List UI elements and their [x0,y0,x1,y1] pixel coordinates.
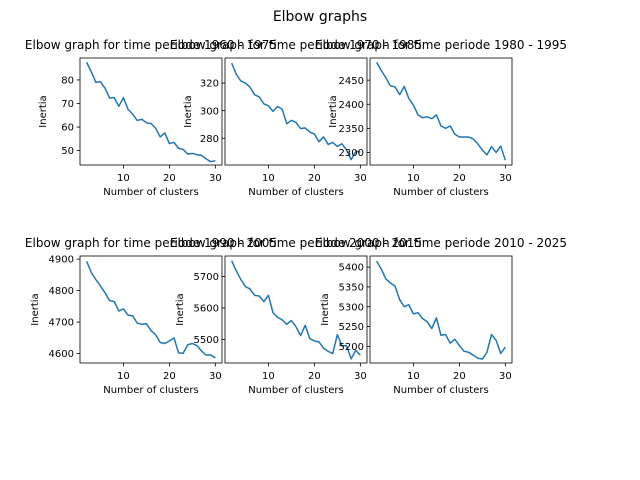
x-axis-label: Number of clusters [393,385,488,396]
axes-frame [369,255,513,364]
y-tick-label: 4600 [49,349,74,360]
y-tick-label: 5350 [339,283,364,294]
subplot-grid: 10 20 30 50 60 70 80 Elbow graph for time perio… [25,38,567,396]
subplot-title: Elbow graph for time periode 2000 - 2015 [170,236,422,250]
y-tick-label: 5200 [339,342,364,353]
x-tick-label: 30 [209,173,222,184]
figure-suptitle: Elbow graphs [273,9,367,25]
y-axis-label: Inertia [183,95,194,127]
y-axis-label: Inertia [175,293,186,325]
y-tick-label: 2300 [339,148,364,159]
axes-frame [224,57,368,166]
y-tick-label: 5300 [339,302,364,313]
y-axis-label: Inertia [320,293,331,325]
y-tick-label: 5250 [339,322,364,333]
subplot-4: 10 20 30 4600 4700 4800 4900 Elbow graph for ti… [25,236,277,396]
subplot-title: Elbow graph for time periode 1980 - 1995 [315,38,567,52]
y-tick-label: 80 [61,76,74,87]
x-tick-label: 10 [117,173,130,184]
x-tick-label: 10 [262,173,275,184]
y-tick-label: 5600 [194,304,219,315]
x-axis-label: Number of clusters [248,385,343,396]
x-tick-label: 10 [117,371,130,382]
y-tick-label: 2450 [339,76,364,87]
x-tick-label: 30 [354,371,367,382]
x-tick-label: 10 [407,371,420,382]
subplot-title: Elbow graph for time periode 1970 - 1985 [170,38,422,52]
y-tick-label: 4800 [49,286,74,297]
axes-frame [79,255,223,364]
x-tick-label: 30 [209,371,222,382]
y-tick-label: 50 [61,146,74,157]
axes-frame [369,57,513,166]
x-tick-label: 30 [499,371,512,382]
x-tick-label: 20 [308,371,321,382]
y-axis-label: Inertia [30,293,41,325]
y-tick-label: 5500 [194,335,219,346]
subplot-2: 10 20 30 280 300 320 Elbow graph for time peri… [170,38,422,198]
subplot-title: Elbow graph for time periode 1960 - 1975 [25,38,277,52]
y-tick-label: 2400 [339,100,364,111]
x-axis-label: Number of clusters [103,187,198,198]
x-tick-label: 20 [163,173,176,184]
x-tick-label: 10 [262,371,275,382]
x-tick-label: 10 [407,173,420,184]
series-line [230,260,361,360]
axes-frame [224,255,368,364]
x-tick-label: 30 [499,173,512,184]
series-line [230,62,361,161]
x-axis-label: Number of clusters [248,187,343,198]
x-tick-label: 20 [163,371,176,382]
subplot-title: Elbow graph for time periode 2010 - 2025 [315,236,567,250]
series-line [376,260,506,360]
y-axis-label: Inertia [38,95,49,127]
series-line [85,61,216,163]
x-axis-label: Number of clusters [103,385,198,396]
series-line [85,261,216,359]
subplot-5: 10 20 30 5500 5600 5700 Elbow graph for time p… [170,236,422,396]
x-tick-label: 30 [354,173,367,184]
subplot-6: 10 20 30 5200 5250 5300 5350 5400 Elbow graph fo… [315,236,567,396]
y-tick-label: 300 [200,106,219,117]
y-tick-label: 4900 [49,255,74,266]
x-axis-label: Number of clusters [393,187,488,198]
y-tick-label: 280 [200,134,219,145]
x-tick-label: 20 [308,173,321,184]
x-tick-label: 20 [453,173,466,184]
y-tick-label: 60 [61,123,74,134]
y-tick-label: 4700 [49,318,74,329]
y-tick-label: 5700 [194,272,219,283]
subplot-1: 10 20 30 50 60 70 80 Elbow graph for time perio… [25,38,277,198]
y-tick-label: 70 [61,99,74,110]
series-line [376,61,507,161]
y-axis-label: Inertia [328,95,339,127]
subplot-3: 10 20 30 2300 2350 2400 2450 Elbow graph for ti… [315,38,567,198]
x-tick-label: 20 [453,371,466,382]
subplot-title: Elbow graph for time periode 1990 - 2005 [25,236,277,250]
axes-frame [79,57,223,166]
y-tick-label: 2350 [339,124,364,135]
y-tick-label: 5400 [339,263,364,274]
y-tick-label: 320 [200,79,219,90]
